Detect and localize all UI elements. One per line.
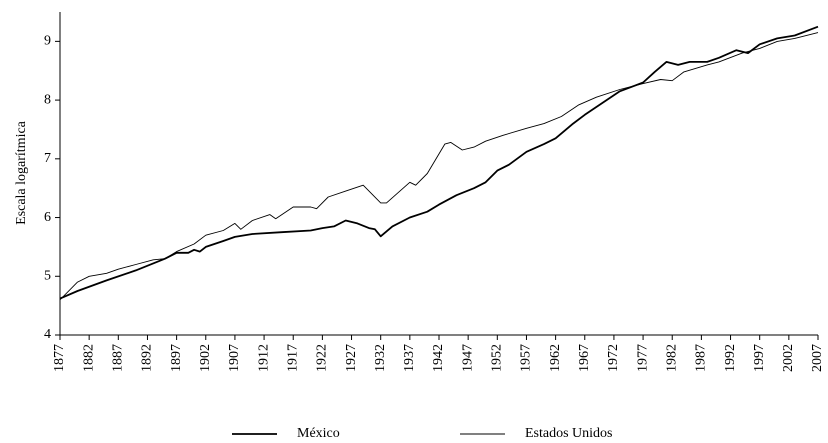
- x-tick-label: 2002: [781, 344, 796, 372]
- x-tick-label: 1922: [315, 344, 330, 372]
- x-tick-label: 1967: [577, 344, 592, 372]
- x-tick-label: 2007: [810, 344, 825, 372]
- x-tick-label: 1972: [606, 344, 621, 372]
- x-tick-label: 1952: [490, 344, 505, 372]
- x-tick-label: 1912: [256, 344, 271, 372]
- x-tick-label: 1992: [723, 344, 738, 372]
- x-tick-label: 1987: [694, 344, 709, 372]
- x-tick-label: 1942: [431, 344, 446, 372]
- y-axis-label: Escala logarítmica: [14, 120, 29, 225]
- y-tick-label: 6: [44, 210, 51, 225]
- x-tick-label: 1877: [52, 344, 67, 372]
- x-tick-label: 1977: [635, 344, 650, 372]
- legend-label: Estados Unidos: [525, 426, 613, 441]
- y-tick-label: 7: [44, 151, 51, 166]
- x-tick-label: 1897: [169, 344, 184, 372]
- y-tick-label: 5: [44, 268, 51, 283]
- x-tick-label: 1892: [140, 344, 155, 372]
- series-line: [59, 32, 819, 301]
- x-tick-label: 1882: [81, 344, 96, 372]
- y-tick-label: 8: [44, 92, 51, 107]
- x-tick-label: 1902: [198, 344, 213, 372]
- y-tick-label: 9: [44, 34, 51, 49]
- x-tick-label: 1907: [227, 344, 242, 372]
- x-tick-label: 1887: [111, 344, 126, 372]
- x-tick-label: 1947: [460, 344, 475, 372]
- x-tick-label: 1982: [664, 344, 679, 372]
- x-tick-label: 1937: [402, 344, 417, 372]
- x-tick-label: 1917: [285, 344, 300, 372]
- series-line: [59, 25, 819, 300]
- x-tick-label: 1927: [344, 344, 359, 372]
- x-tick-label: 1997: [752, 344, 767, 372]
- y-tick-label: 4: [44, 327, 51, 342]
- x-tick-label: 1957: [519, 344, 534, 372]
- x-tick-label: 1932: [373, 344, 388, 372]
- x-tick-label: 1962: [548, 344, 563, 372]
- legend-label: México: [297, 426, 340, 441]
